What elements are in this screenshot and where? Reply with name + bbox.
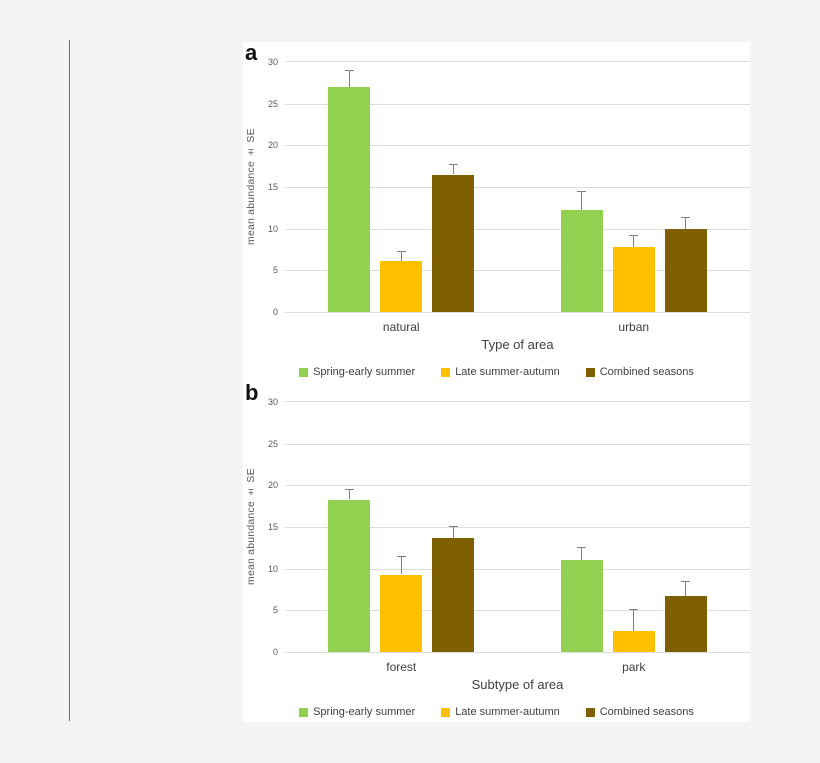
error-bar — [685, 581, 687, 597]
y-tick-label-5: 5 — [272, 605, 278, 616]
gridline-y15 — [285, 527, 750, 528]
y-tick-label-0: 0 — [272, 307, 278, 317]
y-tick-label-10: 10 — [267, 223, 278, 234]
panel-label-a: a — [245, 40, 258, 65]
category-label-park: park — [622, 660, 646, 674]
y-tick-label-10: 10 — [267, 563, 278, 574]
chart-type-of-area: a mean abundance ± SE Type of area Sprin… — [243, 42, 750, 382]
error-bar — [581, 191, 583, 211]
gridline-y20 — [285, 485, 750, 487]
legend-label: Late summer-autumn — [455, 706, 560, 718]
legend-item-combined-seasons: Combined seasons — [585, 366, 694, 378]
error-bar — [400, 251, 402, 262]
error-bar-cap — [681, 581, 691, 583]
gridline-y20 — [285, 145, 750, 147]
error-bar-cap — [448, 526, 458, 528]
y-tick-label-20: 20 — [267, 140, 278, 151]
error-bar-cap — [681, 217, 691, 218]
gridline-y5 — [285, 270, 750, 272]
error-bar-cap — [344, 70, 354, 72]
gridline-y25 — [285, 103, 750, 105]
legend-label: Late summer-autumn — [455, 366, 560, 378]
error-bar — [348, 488, 350, 500]
legend-swatch — [585, 707, 595, 717]
vertical-divider-line — [69, 40, 70, 721]
bar-park-spring-early-summer — [560, 560, 603, 652]
legend-label: Combined seasons — [599, 706, 694, 718]
legend-item-late-summer-autumn: Late summer-autumn — [441, 366, 560, 378]
legend-item-spring-early-summer: Spring-early summer — [299, 366, 415, 378]
legend-swatch — [299, 707, 309, 717]
legend-swatch — [441, 367, 451, 377]
bar-forest-combined-seasons — [432, 537, 475, 652]
y-tick-label-25: 25 — [267, 98, 278, 109]
y-tick-label-20: 20 — [267, 480, 278, 491]
error-bar-cap — [577, 191, 587, 193]
gridline-y30 — [285, 401, 750, 402]
legend: Spring-early summer Late summer-autumn Com… — [243, 706, 750, 718]
legend-item-late-summer-autumn: Late summer-autumn — [441, 706, 560, 718]
gridline-y15 — [285, 187, 750, 188]
gridline-y5 — [285, 610, 750, 612]
bar-natural-late-summer-autumn — [380, 261, 423, 312]
gridline-y30 — [285, 61, 750, 62]
x-axis-title: Type of area — [481, 337, 554, 352]
error-bar-cap — [396, 556, 406, 558]
error-bar-cap — [629, 234, 639, 236]
gridline-y25 — [285, 443, 750, 445]
bar-urban-combined-seasons — [664, 228, 707, 312]
legend-swatch — [441, 707, 451, 717]
y-tick-label-15: 15 — [267, 182, 278, 192]
category-label-urban: urban — [618, 320, 650, 334]
plot-area — [285, 401, 750, 653]
error-bar — [400, 556, 402, 575]
error-bar — [452, 526, 454, 538]
error-bar — [633, 234, 635, 247]
legend-swatch — [585, 367, 595, 377]
figure-panel: a mean abundance ± SE Type of area Sprin… — [243, 42, 750, 722]
error-bar — [452, 163, 454, 175]
error-bar-cap — [577, 547, 587, 548]
gridline-y0 — [285, 312, 750, 313]
error-bar-cap — [629, 608, 639, 610]
bar-natural-combined-seasons — [432, 174, 475, 312]
legend-label: Spring-early summer — [313, 706, 416, 718]
category-label-forest: forest — [386, 660, 417, 674]
chart-subtype-of-area: b mean abundance ± SE Subtype of area Sp… — [243, 382, 750, 722]
gridline-y10 — [285, 228, 750, 230]
y-tick-label-5: 5 — [272, 265, 278, 276]
error-bar — [348, 70, 350, 87]
error-bar — [685, 217, 687, 229]
error-bar — [581, 547, 583, 561]
bar-urban-spring-early-summer — [560, 210, 603, 312]
bar-forest-spring-early-summer — [328, 499, 371, 652]
legend-item-spring-early-summer: Spring-early summer — [299, 706, 415, 718]
y-tick-label-25: 25 — [267, 438, 278, 449]
legend-swatch — [299, 367, 309, 377]
y-tick-label-30: 30 — [267, 397, 278, 407]
panel-label-b: b — [245, 380, 259, 405]
error-bar-cap — [344, 488, 354, 490]
error-bar-cap — [448, 163, 458, 165]
gridline-y10 — [285, 568, 750, 570]
category-label-natural: natural — [382, 320, 420, 334]
error-bar-cap — [396, 251, 406, 253]
y-tick-label-30: 30 — [267, 57, 278, 67]
y-tick-label-0: 0 — [272, 647, 278, 657]
legend-label: Combined seasons — [599, 366, 694, 378]
legend-label: Spring-early summer — [313, 366, 416, 378]
x-axis-title: Subtype of area — [471, 677, 564, 692]
bar-urban-late-summer-autumn — [612, 247, 655, 312]
bar-park-combined-seasons — [664, 596, 707, 652]
error-bar — [633, 608, 635, 632]
plot-area — [285, 61, 750, 313]
bar-forest-late-summer-autumn — [380, 574, 423, 652]
y-tick-label-15: 15 — [267, 522, 278, 532]
bar-park-late-summer-autumn — [612, 631, 655, 652]
legend-item-combined-seasons: Combined seasons — [585, 706, 694, 718]
gridline-y0 — [285, 652, 750, 653]
bar-natural-spring-early-summer — [328, 87, 371, 312]
legend: Spring-early summer Late summer-autumn Com… — [243, 366, 750, 378]
